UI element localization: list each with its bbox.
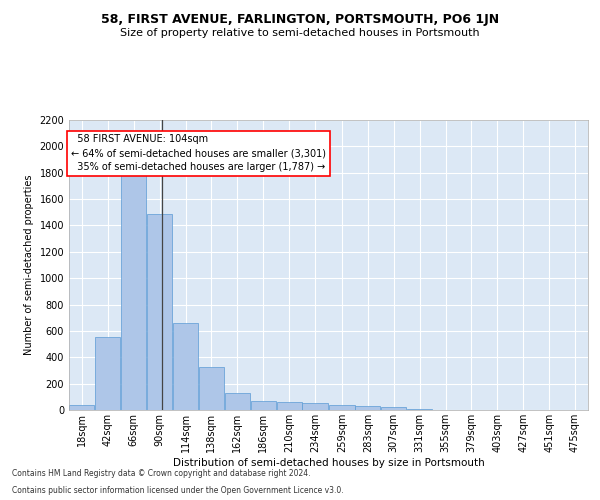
Bar [70, 404, 94, 410]
Bar [302, 404, 328, 410]
Bar [147, 214, 172, 410]
Text: Contains public sector information licensed under the Open Government Licence v3: Contains public sector information licen… [12, 486, 344, 495]
Bar [251, 402, 276, 410]
Bar [121, 172, 146, 410]
Bar [381, 408, 406, 410]
Text: 58 FIRST AVENUE: 104sqm
← 64% of semi-detached houses are smaller (3,301)
  35% : 58 FIRST AVENUE: 104sqm ← 64% of semi-de… [71, 134, 326, 172]
Text: 58, FIRST AVENUE, FARLINGTON, PORTSMOUTH, PO6 1JN: 58, FIRST AVENUE, FARLINGTON, PORTSMOUTH… [101, 12, 499, 26]
Bar [173, 323, 198, 410]
Text: Size of property relative to semi-detached houses in Portsmouth: Size of property relative to semi-detach… [120, 28, 480, 38]
Bar [199, 367, 224, 410]
Bar [329, 406, 355, 410]
Bar [355, 406, 380, 410]
Bar [225, 393, 250, 410]
X-axis label: Distribution of semi-detached houses by size in Portsmouth: Distribution of semi-detached houses by … [173, 458, 484, 468]
Text: Contains HM Land Registry data © Crown copyright and database right 2024.: Contains HM Land Registry data © Crown c… [12, 468, 311, 477]
Bar [277, 402, 302, 410]
Bar [407, 408, 432, 410]
Y-axis label: Number of semi-detached properties: Number of semi-detached properties [24, 175, 34, 355]
Bar [95, 337, 121, 410]
